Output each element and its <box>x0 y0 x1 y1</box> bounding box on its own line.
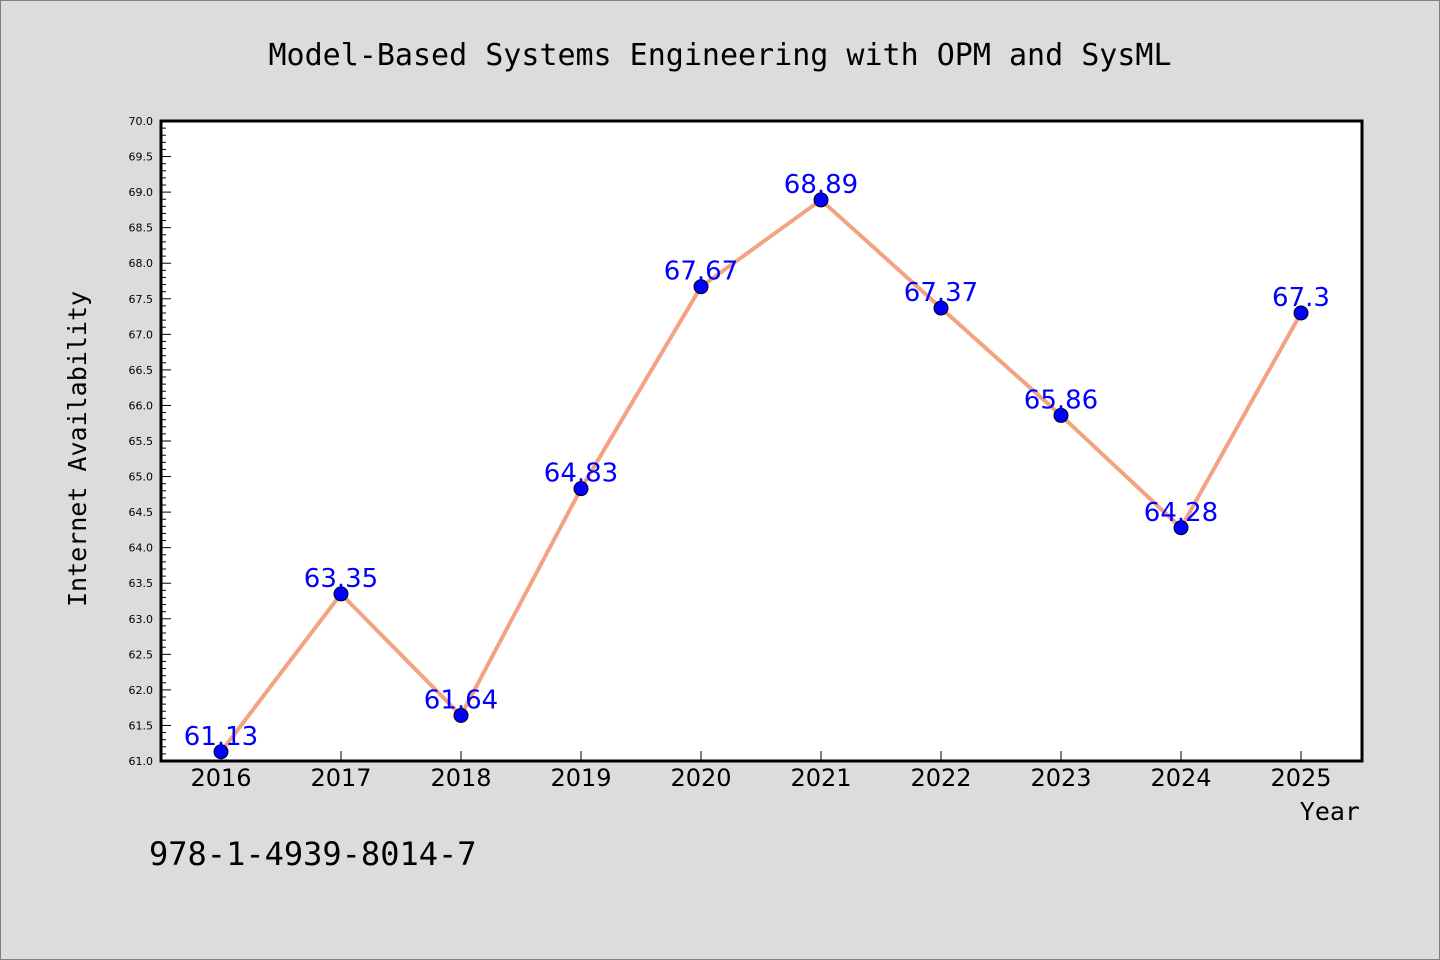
y-axis: 61.0 61.5 62.0 62.5 63.0 63.5 64.0 64.5 65.0 65.5… <box>129 115 171 768</box>
y-tick-label: 61.0 <box>129 755 154 768</box>
data-point <box>333 586 349 602</box>
y-tick-label: 64.0 <box>129 542 154 555</box>
y-tick-label: 63.5 <box>129 577 154 590</box>
data-label: 65.86 <box>1024 385 1098 415</box>
y-tick-label: 65.5 <box>129 435 154 448</box>
series-markers <box>213 192 1309 760</box>
data-label: 68.89 <box>784 170 858 200</box>
y-tick-label: 70.0 <box>129 115 154 128</box>
y-tick-label: 69.5 <box>129 151 154 164</box>
data-point <box>213 744 229 760</box>
data-point <box>1173 520 1189 536</box>
x-tick-label: 2022 <box>910 764 971 792</box>
isbn-text: 978-1-4939-8014-7 <box>149 835 477 873</box>
y-tick-label: 61.5 <box>129 719 154 732</box>
y-tick-label: 63.0 <box>129 613 154 626</box>
y-tick-label: 66.0 <box>129 399 154 412</box>
y-tick-label: 67.5 <box>129 293 154 306</box>
data-point <box>693 279 709 295</box>
x-tick-label: 2024 <box>1150 764 1211 792</box>
y-tick-label: 65.0 <box>129 471 154 484</box>
y-tick-label: 64.5 <box>129 506 154 519</box>
chart-title: Model-Based Systems Engineering with OPM… <box>268 38 1171 73</box>
x-tick-label: 2019 <box>550 764 611 792</box>
data-label: 61.64 <box>424 685 498 715</box>
x-tick-label: 2025 <box>1270 764 1331 792</box>
x-tick-label: 2017 <box>310 764 371 792</box>
data-label: 61.13 <box>184 722 258 752</box>
x-tick-label: 2016 <box>190 764 251 792</box>
y-tick-label: 62.5 <box>129 648 154 661</box>
y-axis-label: Internet Availability <box>63 291 92 607</box>
series-polyline <box>219 197 1303 754</box>
x-axis-label: Year <box>1300 797 1360 826</box>
y-tick-label: 67.0 <box>129 328 154 341</box>
data-label: 67.67 <box>664 257 738 287</box>
y-tick-label: 69.0 <box>129 186 154 199</box>
data-label: 63.35 <box>304 564 378 594</box>
x-tick-label: 2021 <box>790 764 851 792</box>
x-axis: 2016 2017 2018 2019 2020 2021 2022 2023 2024 2025 <box>190 751 1332 792</box>
data-labels: 61.13 63.35 61.64 64.83 67.67 68.89 67.37 65.86… <box>184 170 1330 752</box>
data-label: 67.37 <box>904 278 978 308</box>
series-line <box>219 197 1303 754</box>
data-point <box>573 481 589 497</box>
y-tick-label: 66.5 <box>129 364 154 377</box>
y-tick-label: 68.5 <box>129 222 154 235</box>
y-tick-label: 68.0 <box>129 257 154 270</box>
x-tick-label: 2018 <box>430 764 491 792</box>
x-tick-label: 2020 <box>670 764 731 792</box>
plot-area <box>159 119 1364 763</box>
data-point <box>1053 407 1069 423</box>
data-point <box>813 192 829 208</box>
x-tick-label: 2023 <box>1030 764 1091 792</box>
data-label: 67.3 <box>1272 283 1330 313</box>
data-point <box>933 300 949 316</box>
data-label: 64.28 <box>1144 498 1218 528</box>
data-label: 64.83 <box>544 459 618 489</box>
data-point <box>1293 305 1309 321</box>
y-tick-label: 62.0 <box>129 684 154 697</box>
data-point <box>453 707 469 723</box>
